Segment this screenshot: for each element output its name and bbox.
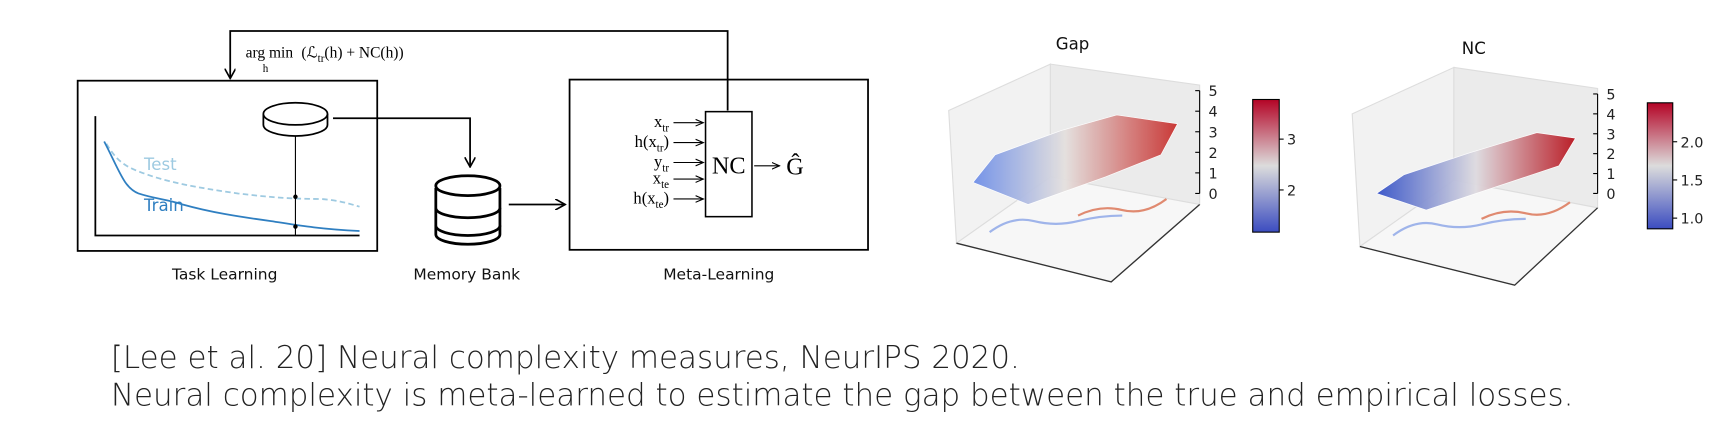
loss-axes <box>94 116 360 237</box>
z-tick-label: 3 <box>1208 125 1217 141</box>
contour <box>1077 198 1168 217</box>
caption-meta: Meta-Learning <box>663 266 774 284</box>
output-label: Ĝ <box>786 153 804 181</box>
input-sub: tr <box>662 162 669 174</box>
colorbar <box>1252 98 1280 233</box>
task-box <box>76 79 379 252</box>
caption-line: [Lee et al. 20] Neural complexity measur… <box>111 340 1020 376</box>
caption-task: Task Learning <box>171 266 277 284</box>
surface-plot: Gap 0 1 2 3 4 5 2 3 <box>948 35 1296 283</box>
store-arrow <box>333 117 470 166</box>
meta-box <box>568 78 869 251</box>
snapshot-dot <box>293 224 298 229</box>
surface <box>972 114 1179 205</box>
z-tick-label: 1 <box>1208 166 1217 182</box>
input-label: h(xte) <box>633 188 669 210</box>
z-tick-label: 4 <box>1208 105 1217 121</box>
colorbar-tick-label: 1.0 <box>1680 212 1703 228</box>
objective-op-sub: h <box>263 63 269 75</box>
input-base: x <box>653 168 662 187</box>
objective: arg min (ℒtr(h) + NC(h)) <box>246 44 404 64</box>
nc-box <box>704 110 753 218</box>
input-label: ytr <box>654 152 669 174</box>
input-sub: tr <box>662 123 669 135</box>
surface <box>1375 132 1577 211</box>
colorbar-tick-label: 1.5 <box>1680 173 1703 189</box>
input-base: h(x <box>635 132 658 151</box>
contour <box>1481 201 1571 220</box>
input-label: h(xtr) <box>635 132 669 154</box>
plot-title: NC <box>1462 39 1486 58</box>
floor-edge <box>1359 207 1599 286</box>
z-tick-label: 5 <box>1208 84 1217 100</box>
input-sub: te <box>656 199 664 211</box>
input-base: h(x <box>633 188 656 207</box>
z-tick-label: 2 <box>1606 147 1615 163</box>
z-tick-label: 0 <box>1606 187 1615 203</box>
contour <box>1392 217 1526 237</box>
colorbar-tick-label: 2 <box>1287 183 1296 199</box>
memory-bank-icon <box>434 174 502 246</box>
colorbar-tick-label: 3 <box>1287 133 1296 149</box>
z-tick-label: 5 <box>1606 87 1615 103</box>
input-label: xte <box>653 168 669 190</box>
colorbar-tick-label: 2.0 <box>1680 135 1703 151</box>
nc-label: NC <box>712 153 746 180</box>
model-disk <box>262 101 329 137</box>
z-tick-label: 4 <box>1606 107 1615 123</box>
z-tick-label: 2 <box>1208 146 1217 162</box>
input-base: x <box>654 112 663 131</box>
feedback-arrow <box>230 30 729 111</box>
input-sub: te <box>661 179 669 191</box>
caption-memory: Memory Bank <box>413 266 520 284</box>
surface-plot: NC 0 1 2 3 4 5 1.0 1.5 2.0 <box>1351 39 1703 286</box>
objective-sub: tr <box>318 53 325 65</box>
floor-edge <box>956 203 1201 283</box>
input-tail: ) <box>664 188 670 207</box>
colorbar <box>1646 102 1674 230</box>
objective-expr: (ℒ <box>301 44 317 61</box>
plot-title: Gap <box>1056 35 1090 54</box>
input-label: xtr <box>654 112 669 134</box>
train-curve <box>103 141 360 232</box>
contour <box>988 214 1123 234</box>
test-curve <box>105 143 360 208</box>
input-sub: tr <box>657 142 664 154</box>
z-tick-label: 0 <box>1208 187 1217 203</box>
objective-op: arg min <box>246 44 294 61</box>
z-tick-label: 1 <box>1606 167 1615 183</box>
objective-rest: (h) + NC(h)) <box>324 44 403 61</box>
input-tail: ) <box>664 132 670 151</box>
snapshot-dot <box>293 194 298 199</box>
z-tick-label: 3 <box>1606 127 1615 143</box>
test-label: Test <box>143 155 177 174</box>
train-label: Train <box>143 196 184 215</box>
input-base: y <box>654 152 663 171</box>
caption-line: Neural complexity is meta-learned to est… <box>111 378 1574 414</box>
